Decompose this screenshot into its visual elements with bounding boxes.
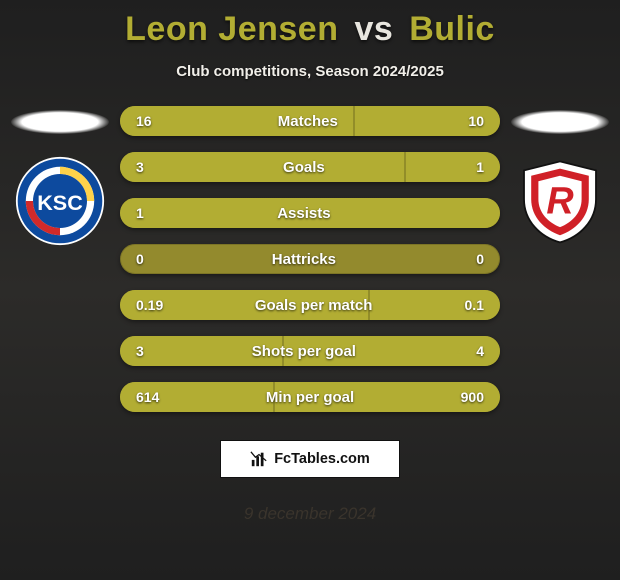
bar-chart-icon <box>250 450 268 468</box>
date-text: 9 december 2024 <box>0 504 620 524</box>
stat-label: Goals per match <box>255 297 373 314</box>
stat-left-value: 0 <box>136 251 144 267</box>
stat-left-value: 3 <box>136 159 144 175</box>
subtitle: Club competitions, Season 2024/2025 <box>0 63 620 80</box>
stat-label: Min per goal <box>266 389 354 406</box>
stat-row: 0 Hattricks 0 <box>120 244 500 274</box>
svg-text:R: R <box>546 181 574 223</box>
stat-row: 16 Matches 10 <box>120 106 500 136</box>
stat-label: Assists <box>277 205 330 222</box>
stat-right-value: 0.1 <box>464 297 484 313</box>
vs-text: vs <box>354 10 393 48</box>
stat-label: Shots per goal <box>252 343 356 360</box>
stat-left-value: 1 <box>136 205 144 221</box>
player1-name: Leon Jensen <box>125 10 338 48</box>
player2-name: Bulic <box>409 10 495 48</box>
stat-row: 3 Goals 1 <box>120 152 500 182</box>
stat-left-value: 16 <box>136 113 152 129</box>
brand-text: FcTables.com <box>274 451 370 467</box>
stat-row: 1 Assists <box>120 198 500 228</box>
bar-fill-left <box>120 152 405 182</box>
stat-right-value: 0 <box>464 251 484 267</box>
brand-badge[interactable]: FcTables.com <box>220 440 400 478</box>
stat-left-value: 3 <box>136 343 144 359</box>
comparison-title: Leon Jensen vs Bulic <box>0 0 620 49</box>
svg-text:KSC: KSC <box>37 190 83 215</box>
stat-right-value: 10 <box>464 113 484 129</box>
comparison-content: KSC R 16 Matches 10 3 Goals 1 1 Assists 0 Hattric… <box>0 106 620 412</box>
stat-label: Hattricks <box>272 251 336 268</box>
stat-rows: 16 Matches 10 3 Goals 1 1 Assists 0 Hattricks 0 0.1… <box>120 106 500 412</box>
stat-row: 3 Shots per goal 4 <box>120 336 500 366</box>
stat-row: 614 Min per goal 900 <box>120 382 500 412</box>
player-shadow-ellipse <box>11 110 109 134</box>
stat-label: Goals <box>283 159 325 176</box>
stat-left-value: 614 <box>136 389 159 405</box>
bar-fill-right <box>405 152 500 182</box>
stat-right-value: 1 <box>464 159 484 175</box>
right-club-column: R <box>500 106 620 246</box>
left-club-column: KSC <box>0 106 120 246</box>
stat-left-value: 0.19 <box>136 297 163 313</box>
player-shadow-ellipse <box>511 110 609 134</box>
stat-right-value: 4 <box>464 343 484 359</box>
stat-right-value: 900 <box>461 389 484 405</box>
stat-label: Matches <box>278 113 338 130</box>
right-club-badge-icon: R <box>515 156 605 246</box>
stat-row: 0.19 Goals per match 0.1 <box>120 290 500 320</box>
left-club-badge-icon: KSC <box>15 156 105 246</box>
